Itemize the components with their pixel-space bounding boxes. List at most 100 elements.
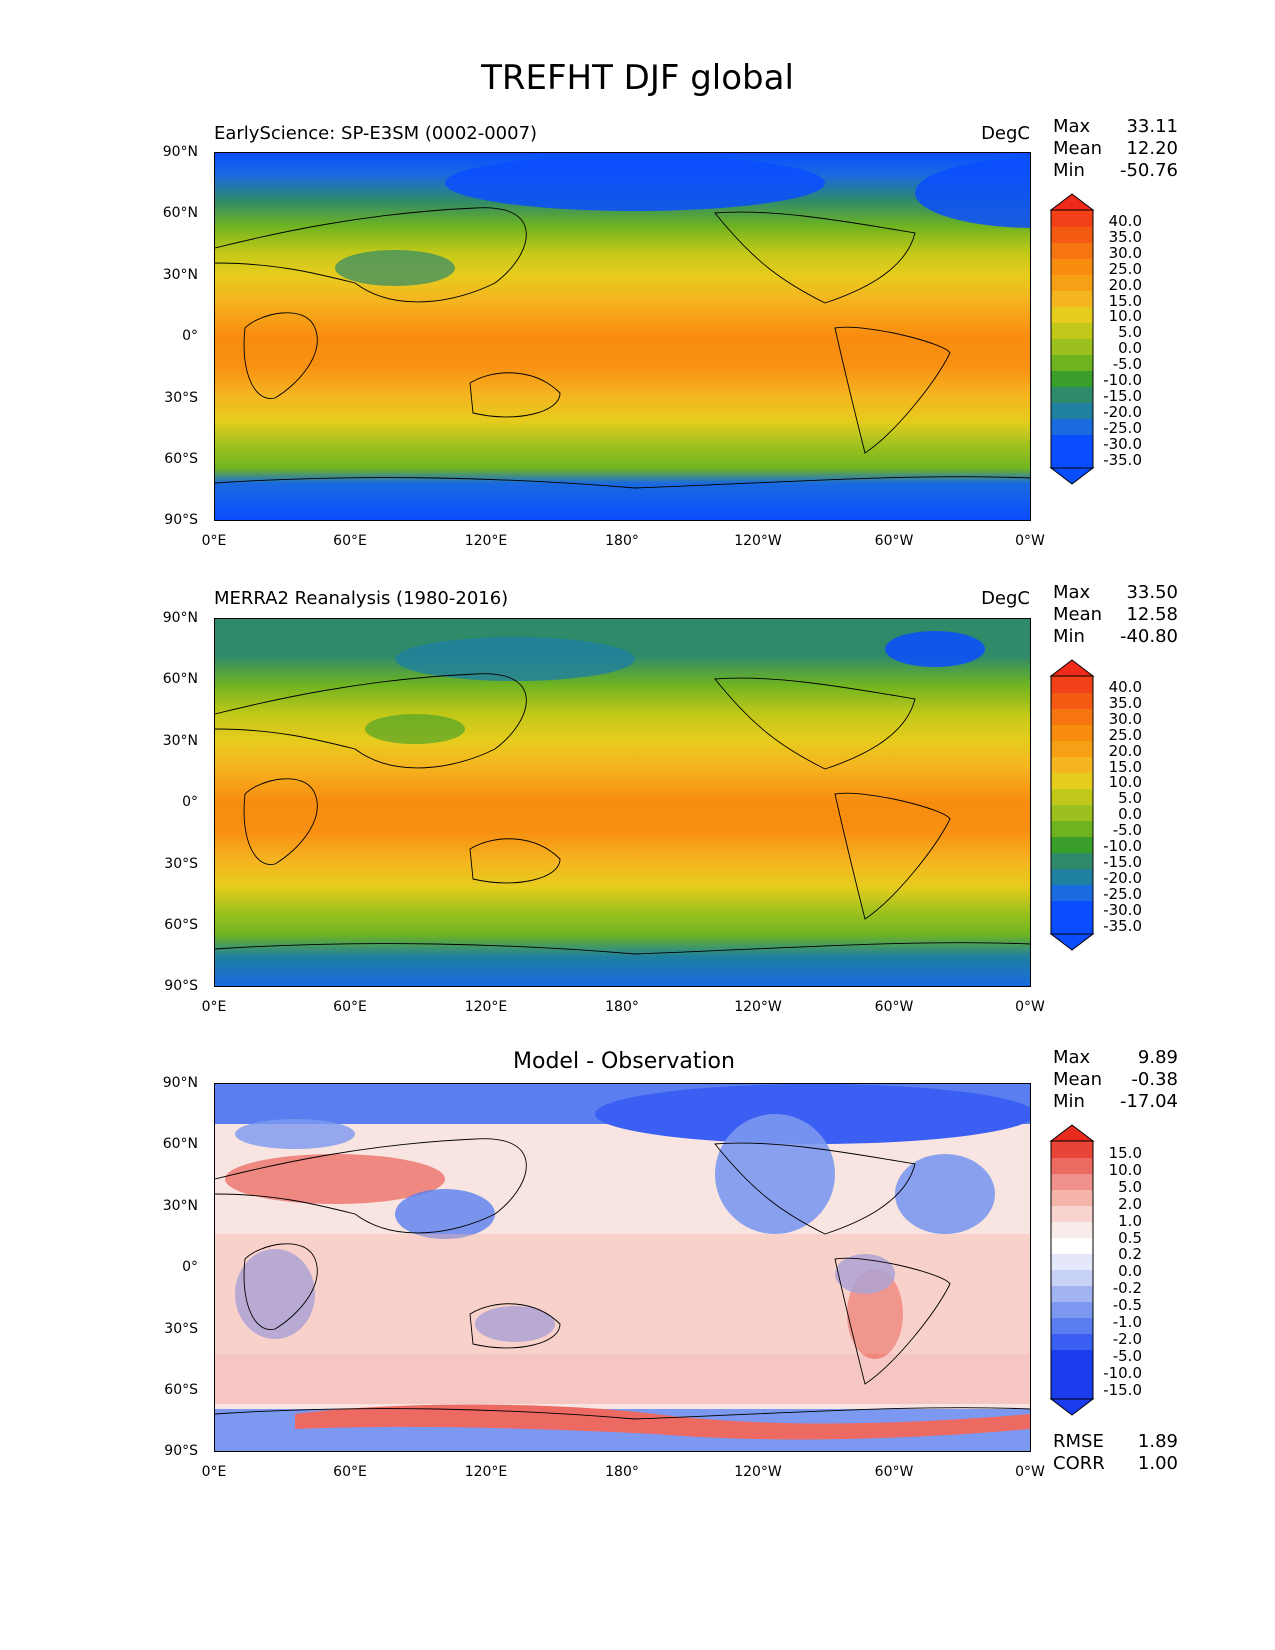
lon-label: 120°W	[734, 999, 782, 1015]
colorbar-label: 0.5	[1118, 1228, 1142, 1247]
min-value: -40.80	[1119, 626, 1178, 647]
colorbar-label: 1.0	[1118, 1211, 1142, 1230]
max-label: Max	[1053, 582, 1091, 603]
lat-label: 60°N	[162, 1136, 198, 1152]
min-label: Min	[1053, 626, 1085, 647]
colorbar-label: -0.2	[1112, 1279, 1142, 1298]
map-observation	[214, 618, 1031, 987]
lat-label: 90°S	[164, 978, 198, 994]
lon-label: 60°W	[874, 1464, 914, 1480]
rmse-label: RMSE	[1053, 1431, 1104, 1452]
lat-label: 30°S	[164, 390, 198, 406]
corr-label: CORR	[1053, 1453, 1105, 1474]
difference-map	[215, 1084, 1030, 1451]
lon-label: 120°W	[734, 1464, 782, 1480]
min-label: Min	[1053, 160, 1085, 181]
colorbar-label: 5.0	[1118, 323, 1142, 342]
colorbar-label: -5.0	[1112, 821, 1142, 840]
colorbar-label: -25.0	[1103, 418, 1142, 437]
colorbar-label: -20.0	[1103, 402, 1142, 421]
colorbar-label: -5.0	[1112, 1346, 1142, 1365]
colorbar-swatches	[1049, 1124, 1095, 1416]
lat-label: 0°	[182, 328, 198, 344]
colorbar-label: -5.0	[1112, 355, 1142, 374]
lat-label: 30°S	[164, 856, 198, 872]
max-label: Max	[1053, 1047, 1091, 1068]
lon-label: 120°E	[464, 533, 508, 549]
colorbar-label: 40.0	[1108, 212, 1142, 230]
lat-label: 90°N	[162, 144, 198, 160]
colorbar-label: 15.0	[1108, 1144, 1142, 1162]
colorbar-labels: 15.0 10.0 5.0 2.0 1.0 0.5 0.2 0.0 -0.2 -…	[1094, 1145, 1142, 1399]
colorbar-labels: 40.0 35.0 30.0 25.0 20.0 15.0 10.0 5.0 0…	[1094, 212, 1142, 469]
max-value: 33.11	[1126, 116, 1178, 137]
colorbar-label: 10.0	[1108, 773, 1142, 792]
colorbar-label: -25.0	[1103, 884, 1142, 903]
colorbar-label: -10.0	[1103, 371, 1142, 390]
colorbar-label: -35.0	[1103, 916, 1142, 935]
colorbar-label: 5.0	[1118, 1177, 1142, 1196]
lat-label: 60°S	[164, 1382, 198, 1398]
continent-outlines	[215, 1138, 1030, 1420]
colorbar-label: -15.0	[1103, 1380, 1142, 1399]
colorbar-label: 30.0	[1108, 709, 1142, 728]
map-model	[214, 152, 1031, 521]
min-label: Min	[1053, 1091, 1085, 1112]
lon-label: 0°E	[201, 533, 227, 549]
colorbar-label: -1.0	[1112, 1313, 1142, 1332]
colorbar	[1049, 658, 1095, 952]
mean-label: Mean	[1053, 1069, 1103, 1090]
lon-label: 120°E	[464, 999, 508, 1015]
lon-label: 120°W	[734, 533, 782, 549]
colorbar-label: 20.0	[1108, 741, 1142, 760]
map-difference	[214, 1083, 1031, 1452]
rmse-value: 1.89	[1137, 1431, 1178, 1452]
colorbar-label: 15.0	[1108, 291, 1142, 310]
continent-outlines	[215, 207, 1030, 489]
colorbar-label: -10.0	[1103, 1363, 1142, 1382]
colorbar-label: 0.0	[1118, 339, 1142, 358]
colorbar-label: -30.0	[1103, 900, 1142, 919]
colorbar-label: -20.0	[1103, 868, 1142, 887]
colorbar-label: 25.0	[1108, 259, 1142, 278]
lat-label: 90°S	[164, 1443, 198, 1459]
colorbar-label: 0.2	[1118, 1245, 1142, 1264]
panel-title: Model - Observation	[513, 1049, 735, 1074]
colorbar-label: 0.0	[1118, 805, 1142, 824]
max-label: Max	[1053, 116, 1091, 137]
colorbar-label: 0.0	[1118, 1262, 1142, 1281]
units-label: DegC	[981, 588, 1030, 609]
lon-label: 60°E	[333, 999, 367, 1015]
colorbar-label: 10.0	[1108, 307, 1142, 326]
colorbar-label: -10.0	[1103, 837, 1142, 856]
lat-label: 60°N	[162, 671, 198, 687]
mean-value: 12.58	[1126, 604, 1178, 625]
colorbar-label: -30.0	[1103, 434, 1142, 453]
colorbar-label: 20.0	[1108, 275, 1142, 294]
colorbar-label: 35.0	[1108, 227, 1142, 246]
colorbar-label: 40.0	[1108, 678, 1142, 696]
continent-outlines	[215, 673, 1030, 955]
lat-label: 90°S	[164, 512, 198, 528]
lat-label: 30°N	[162, 733, 198, 749]
temperature-map	[215, 153, 1030, 520]
colorbar-label: 10.0	[1108, 1160, 1142, 1179]
colorbar-label: -35.0	[1103, 450, 1142, 469]
lon-label: 0°W	[1015, 1464, 1045, 1480]
lat-label: 30°N	[162, 267, 198, 283]
colorbar-label: -15.0	[1103, 386, 1142, 405]
lat-label: 90°N	[162, 610, 198, 626]
lat-label: 90°N	[162, 1075, 198, 1091]
lon-label: 120°E	[464, 1464, 508, 1480]
mean-value: 12.20	[1126, 138, 1178, 159]
panel-title: EarlyScience: SP-E3SM (0002-0007)	[214, 123, 538, 144]
min-value: -17.04	[1119, 1091, 1178, 1112]
lon-label: 180°	[605, 999, 639, 1015]
mean-value: -0.38	[1131, 1069, 1178, 1090]
corr-value: 1.00	[1137, 1453, 1178, 1474]
lon-label: 60°W	[874, 533, 914, 549]
mean-label: Mean	[1053, 604, 1103, 625]
lat-label: 0°	[182, 1259, 198, 1275]
figure-title: TREFHT DJF global	[481, 58, 794, 98]
max-value: 9.89	[1137, 1047, 1178, 1068]
